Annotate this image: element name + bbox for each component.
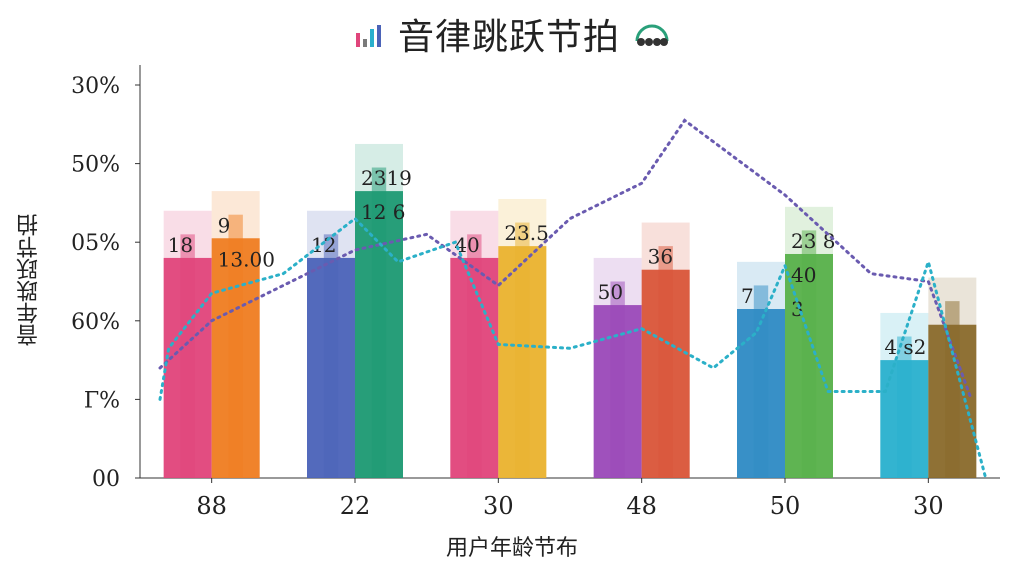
y-tick-label: 50% bbox=[71, 153, 120, 178]
x-tick-label: 88 bbox=[196, 492, 227, 520]
x-axis-label: 用户年龄节布 bbox=[445, 536, 578, 561]
bar-highlight bbox=[610, 281, 625, 478]
bar-value-label: 40 bbox=[454, 233, 479, 257]
chart-title-row: 音律跳跃节拍 bbox=[0, 8, 1024, 60]
bar-highlight bbox=[658, 246, 673, 478]
bar-value-label: 7 bbox=[741, 284, 754, 308]
x-tick-label: 30 bbox=[483, 492, 514, 520]
bar-highlight bbox=[753, 285, 769, 478]
bar-value-label: 18 bbox=[168, 233, 193, 257]
bar-highlight bbox=[228, 214, 243, 478]
x-tick-label: 50 bbox=[770, 492, 801, 520]
bar-highlight bbox=[945, 301, 960, 478]
bar-value-label: 12 6 bbox=[361, 200, 406, 224]
bar-highlight bbox=[323, 234, 339, 478]
bar-highlight bbox=[467, 234, 482, 478]
bar-value-label: 2319 bbox=[361, 166, 412, 190]
dotted-line-series bbox=[158, 118, 973, 401]
bar-highlight bbox=[801, 230, 817, 478]
y-tick-label: 30% bbox=[71, 74, 120, 99]
bar-value-label: 23 8 bbox=[791, 229, 836, 253]
bar-value-label: 50 bbox=[598, 280, 623, 304]
x-tick-label: 48 bbox=[626, 492, 657, 520]
x-tick-label: 30 bbox=[913, 492, 944, 520]
y-tick-label: 00 bbox=[92, 467, 120, 492]
chart-title: 音律跳跃节拍 bbox=[397, 17, 620, 58]
x-tick-label: 22 bbox=[340, 492, 371, 520]
bar-value-label: 23.5 bbox=[504, 221, 549, 245]
bar-highlight bbox=[897, 336, 912, 478]
y-tick-label: 60% bbox=[71, 310, 120, 335]
bar-value-label: 9 bbox=[218, 213, 231, 237]
bar-value-label: 13.00 bbox=[218, 247, 275, 271]
bar-value-label: 40 bbox=[791, 263, 816, 287]
bar-highlight bbox=[515, 222, 530, 478]
y-tick-label: 05% bbox=[71, 231, 120, 256]
bar-chart-icon bbox=[352, 19, 386, 60]
bar-value-label: 4 s2 bbox=[884, 335, 926, 359]
headphones-icon bbox=[632, 19, 672, 60]
dotted-line-series bbox=[158, 216, 988, 480]
bar-value-label: 36 bbox=[648, 245, 673, 269]
bar-highlight bbox=[180, 234, 195, 478]
y-tick-label: Γ% bbox=[84, 388, 120, 413]
